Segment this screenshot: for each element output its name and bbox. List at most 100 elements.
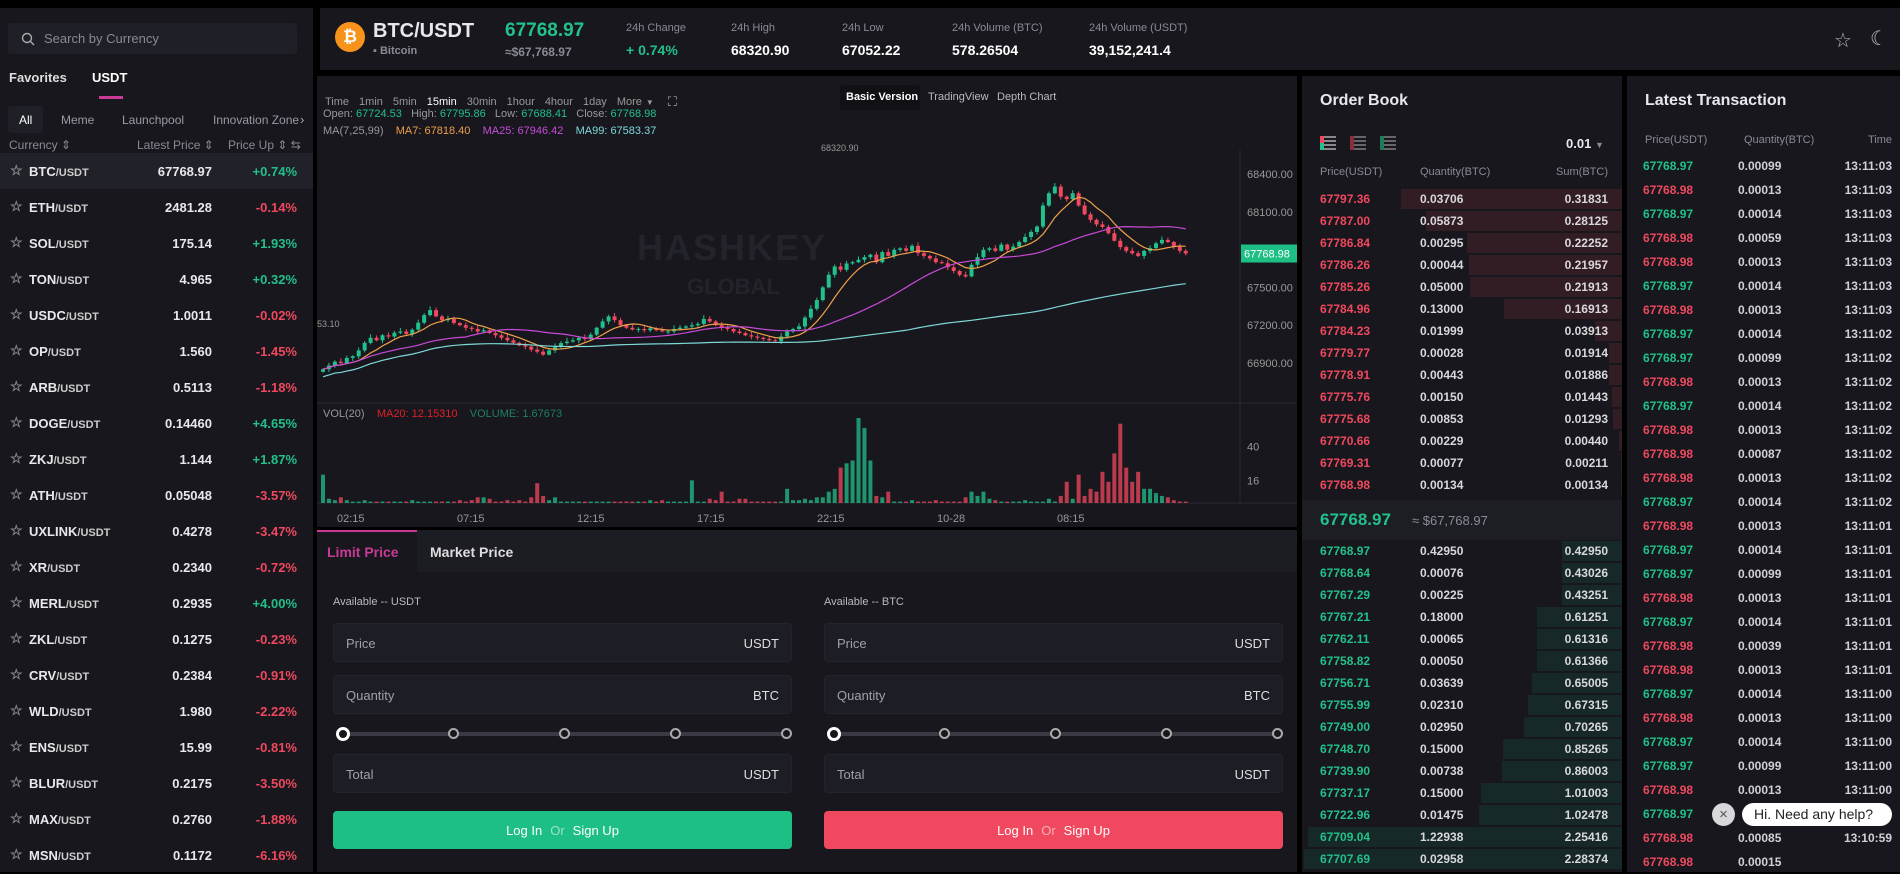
favorite-star-icon[interactable]: ☆: [10, 414, 23, 430]
ask-row[interactable]: 67768.98 0.00134 0.00134: [1302, 474, 1622, 496]
slider-step[interactable]: [448, 728, 459, 739]
total-input[interactable]: Total USDT: [333, 754, 792, 793]
favorite-star-icon[interactable]: ☆: [10, 738, 23, 754]
favorite-star-icon[interactable]: ☆: [10, 234, 23, 250]
precision-select[interactable]: 0.01 ▼: [1566, 136, 1604, 151]
dark-mode-moon-icon[interactable]: ☾: [1870, 28, 1888, 50]
ask-row[interactable]: 67797.36 0.03706 0.31831: [1302, 188, 1622, 210]
price-input[interactable]: Price USDT: [333, 623, 792, 662]
favorite-star-icon[interactable]: ☆: [10, 486, 23, 502]
favorite-star-icon[interactable]: ☆: [10, 594, 23, 610]
bid-row[interactable]: 67755.99 0.02310 0.67315: [1302, 694, 1622, 716]
slider-step[interactable]: [781, 728, 792, 739]
slider-step[interactable]: [1161, 728, 1172, 739]
interval-1min[interactable]: 1min: [359, 96, 383, 108]
interval-1day[interactable]: 1day: [582, 96, 607, 108]
interval-time[interactable]: Time: [325, 96, 350, 108]
slider-step[interactable]: [1050, 728, 1061, 739]
bid-row[interactable]: 67709.04 1.22938 2.25416: [1302, 826, 1622, 848]
favorite-star-icon[interactable]: ☆: [10, 558, 23, 574]
interval-30min[interactable]: 30min: [466, 96, 497, 108]
bid-row[interactable]: 67749.00 0.02950 0.70265: [1302, 716, 1622, 738]
qty-input[interactable]: Quantity BTC: [333, 675, 792, 714]
pair-row[interactable]: ☆ MERL/USDT 0.2935 +4.00%: [0, 585, 313, 621]
view-basic-version[interactable]: Basic Version: [846, 91, 919, 103]
view-both-icon[interactable]: [1320, 136, 1336, 150]
pair-row[interactable]: ☆ CRV/USDT 0.2384 -0.91%: [0, 657, 313, 693]
pair-row[interactable]: ☆ MAX/USDT 0.2760 -1.88%: [0, 801, 313, 837]
slider-step[interactable]: [939, 728, 950, 739]
view-asks-icon[interactable]: [1350, 136, 1366, 150]
interval-more[interactable]: More: [616, 96, 642, 108]
favorite-star-icon[interactable]: ☆: [10, 630, 23, 646]
ask-row[interactable]: 67786.26 0.00044 0.21957: [1302, 254, 1622, 276]
ask-row[interactable]: 67784.23 0.01999 0.03913: [1302, 320, 1622, 342]
column-currency[interactable]: Currency ⇕: [9, 138, 72, 152]
tab-market-price[interactable]: Market Price: [430, 544, 514, 560]
favorite-star-icon[interactable]: ☆: [10, 270, 23, 286]
slider-step[interactable]: [1272, 728, 1283, 739]
bid-row[interactable]: 67767.21 0.18000 0.61251: [1302, 606, 1622, 628]
signup-link[interactable]: Sign Up: [1063, 823, 1110, 838]
percentage-slider[interactable]: [827, 727, 1283, 741]
subtab-all[interactable]: All: [19, 113, 33, 127]
ask-row[interactable]: 67769.31 0.00077 0.00211: [1302, 452, 1622, 474]
favorite-star-icon[interactable]: ☆: [10, 846, 23, 862]
slider-step[interactable]: [670, 728, 681, 739]
view-depth-chart[interactable]: Depth Chart: [997, 91, 1057, 103]
bid-row[interactable]: 67707.69 0.02958 2.28374: [1302, 848, 1622, 870]
pair-row[interactable]: ☆ ZKL/USDT 0.1275 -0.23%: [0, 621, 313, 657]
more-dropdown-icon[interactable]: ▼: [645, 97, 654, 107]
help-chat-bubble[interactable]: Hi. Need any help?: [1742, 803, 1892, 826]
bid-row[interactable]: 67768.97 0.42950 0.42950: [1302, 540, 1622, 562]
bid-row[interactable]: 67768.64 0.00076 0.43026: [1302, 562, 1622, 584]
qty-input[interactable]: Quantity BTC: [824, 675, 1283, 714]
bid-row[interactable]: 67748.70 0.15000 0.85265: [1302, 738, 1622, 760]
login-signup-button[interactable]: Log In Or Sign Up: [333, 811, 792, 849]
interval-15min[interactable]: 15min: [426, 96, 457, 108]
login-link[interactable]: Log In: [506, 823, 543, 838]
pair-row[interactable]: ☆ ZKJ/USDT 1.144 +1.87%: [0, 441, 313, 477]
ask-row[interactable]: 67785.26 0.05000 0.21913: [1302, 276, 1622, 298]
pair-row[interactable]: ☆ WLD/USDT 1.980 -2.22%: [0, 693, 313, 729]
favorite-star-icon[interactable]: ☆: [10, 198, 23, 214]
chevron-right-icon[interactable]: ›: [300, 112, 305, 127]
column-latest-price[interactable]: Latest Price ⇕: [137, 138, 214, 152]
bid-row[interactable]: 67758.82 0.00050 0.61366: [1302, 650, 1622, 672]
slider-step[interactable]: [336, 727, 350, 741]
favorite-star-icon[interactable]: ☆: [10, 774, 23, 790]
subtab-innovation-zone[interactable]: Innovation Zone: [213, 113, 299, 127]
interval-5min[interactable]: 5min: [392, 96, 417, 108]
pair-row[interactable]: ☆ USDC/USDT 1.0011 -0.02%: [0, 297, 313, 333]
pair-row[interactable]: ☆ OP/USDT 1.560 -1.45%: [0, 333, 313, 369]
pair-row[interactable]: ☆ DOGE/USDT 0.14460 +4.65%: [0, 405, 313, 441]
candlestick-chart[interactable]: 68400.00 68100.00 67500.00 67200.00 66900.00…: [317, 76, 1297, 527]
bid-row[interactable]: 67737.17 0.15000 1.01003: [1302, 782, 1622, 804]
pair-row[interactable]: ☆ ARB/USDT 0.5113 -1.18%: [0, 369, 313, 405]
login-link[interactable]: Log In: [997, 823, 1034, 838]
ask-row[interactable]: 67786.84 0.00295 0.22252: [1302, 232, 1622, 254]
pair-row[interactable]: ☆ MSN/USDT 0.1172 -6.16%: [0, 837, 313, 872]
percentage-slider[interactable]: [336, 727, 792, 741]
favorite-star-icon[interactable]: ☆: [10, 162, 23, 178]
interval-4hour[interactable]: 4hour: [544, 96, 573, 108]
tab-favorites[interactable]: Favorites: [9, 70, 67, 85]
tab-limit-price[interactable]: Limit Price: [327, 544, 399, 560]
ask-row[interactable]: 67787.00 0.05873 0.28125: [1302, 210, 1622, 232]
pair-row[interactable]: ☆ ATH/USDT 0.05048 -3.57%: [0, 477, 313, 513]
pair-row[interactable]: ☆ XR/USDT 0.2340 -0.72%: [0, 549, 313, 585]
signup-link[interactable]: Sign Up: [572, 823, 619, 838]
pair-row[interactable]: ☆ BTC/USDT 67768.97 +0.74%: [0, 153, 313, 189]
interval-1hour[interactable]: 1hour: [506, 96, 535, 108]
bid-row[interactable]: 67767.29 0.00225 0.43251: [1302, 584, 1622, 606]
bid-row[interactable]: 67756.71 0.03639 0.65005: [1302, 672, 1622, 694]
pair-row[interactable]: ☆ ENS/USDT 15.99 -0.81%: [0, 729, 313, 765]
favorite-star-icon[interactable]: ☆: [10, 702, 23, 718]
price-input[interactable]: Price USDT: [824, 623, 1283, 662]
subtab-launchpool[interactable]: Launchpool: [122, 113, 185, 127]
slider-step[interactable]: [559, 728, 570, 739]
pair-row[interactable]: ☆ BLUR/USDT 0.2175 -3.50%: [0, 765, 313, 801]
favorite-star-icon[interactable]: ☆: [10, 450, 23, 466]
ask-row[interactable]: 67778.91 0.00443 0.01886: [1302, 364, 1622, 386]
favorite-star-icon[interactable]: ☆: [10, 378, 23, 394]
